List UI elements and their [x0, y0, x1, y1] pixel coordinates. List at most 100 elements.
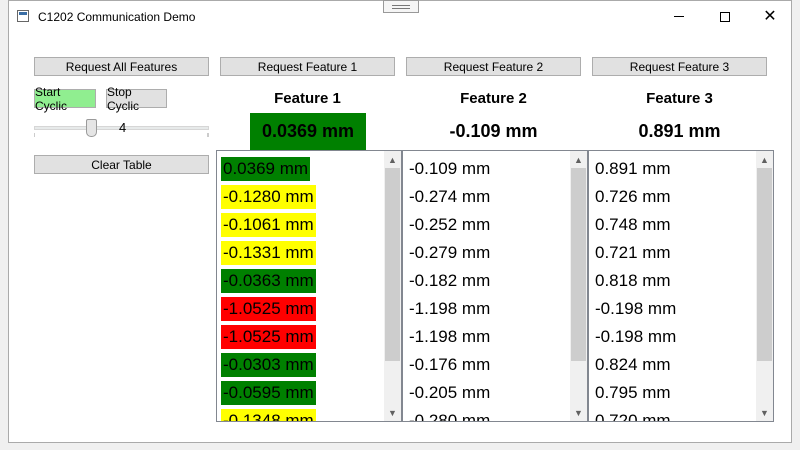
- reading-value: -0.252 mm: [409, 215, 491, 234]
- minimize-button[interactable]: [656, 1, 702, 32]
- stop-cyclic-button[interactable]: Stop Cyclic: [106, 85, 167, 113]
- list-item[interactable]: -0.109 mm: [407, 155, 492, 183]
- list-item[interactable]: -0.182 mm: [407, 267, 492, 295]
- list-item[interactable]: 0.0369 mm: [221, 155, 316, 183]
- reading-value: 0.720 mm: [595, 411, 671, 422]
- interval-slider-ticks: [34, 133, 209, 137]
- list-item[interactable]: -0.205 mm: [407, 379, 492, 407]
- request-feature-2-button[interactable]: Request Feature 2: [406, 57, 581, 76]
- scrollbar-thumb[interactable]: [385, 168, 400, 361]
- reading-value: 0.795 mm: [595, 383, 671, 402]
- feature-1-scrollbar[interactable]: ▲ ▼: [384, 151, 401, 421]
- feature-3-title: Feature 3: [646, 90, 713, 107]
- scroll-up-icon[interactable]: ▲: [760, 154, 769, 165]
- scroll-up-icon[interactable]: ▲: [574, 154, 583, 165]
- list-item[interactable]: -1.198 mm: [407, 295, 492, 323]
- scrollbar-thumb[interactable]: [571, 168, 586, 361]
- request-all-features-button[interactable]: Request All Features: [34, 57, 209, 76]
- list-item[interactable]: 0.795 mm: [593, 379, 678, 407]
- list-item[interactable]: -0.1331 mm: [221, 239, 316, 267]
- reading-value: -0.176 mm: [409, 355, 491, 374]
- list-item[interactable]: 0.720 mm: [593, 407, 678, 422]
- list-item[interactable]: 0.748 mm: [593, 211, 678, 239]
- feature-3-scrollbar[interactable]: ▲ ▼: [756, 151, 773, 421]
- minimize-icon: [674, 16, 684, 17]
- list-item[interactable]: -0.198 mm: [593, 295, 678, 323]
- feature-1-items: 0.0369 mm -0.1280 mm -0.1061 mm -0.1331 mm -…: [221, 155, 316, 421]
- list-item[interactable]: -0.0595 mm: [221, 379, 316, 407]
- list-item[interactable]: -0.252 mm: [407, 211, 492, 239]
- list-item[interactable]: 0.726 mm: [593, 183, 678, 211]
- reading-value: 0.818 mm: [595, 271, 671, 290]
- reading-value: -0.1331 mm: [221, 241, 316, 265]
- list-item[interactable]: -0.1280 mm: [221, 183, 316, 211]
- interval-slider-track[interactable]: [34, 126, 209, 130]
- list-item[interactable]: -0.1061 mm: [221, 211, 316, 239]
- reading-value: -0.182 mm: [409, 271, 491, 290]
- feature-1-title: Feature 1: [274, 90, 341, 107]
- list-item[interactable]: 0.891 mm: [593, 155, 678, 183]
- reading-value: -0.0595 mm: [221, 381, 316, 405]
- resize-grip-icon[interactable]: [383, 0, 419, 13]
- feature-3-items: 0.891 mm 0.726 mm 0.748 mm 0.721 mm 0.818 mm…: [593, 155, 678, 422]
- reading-value: -0.279 mm: [409, 243, 491, 262]
- reading-value: -0.0303 mm: [221, 353, 316, 377]
- scroll-up-icon[interactable]: ▲: [388, 154, 397, 165]
- reading-value: -0.1348 mm: [221, 409, 316, 421]
- reading-value: -0.280 mm: [409, 411, 491, 422]
- close-icon: ✕: [763, 7, 777, 25]
- list-item[interactable]: -1.0525 mm: [221, 295, 316, 323]
- list-item[interactable]: -1.198 mm: [407, 323, 492, 351]
- reading-value: -0.205 mm: [409, 383, 491, 402]
- request-feature-1-button[interactable]: Request Feature 1: [220, 57, 395, 76]
- feature-2-title: Feature 2: [460, 90, 527, 107]
- list-item[interactable]: -1.0525 mm: [221, 323, 316, 351]
- feature-2-current-value: -0.109 mm: [449, 121, 538, 141]
- list-item[interactable]: 0.824 mm: [593, 351, 678, 379]
- window-title: C1202 Communication Demo: [38, 10, 196, 24]
- reading-value: -0.274 mm: [409, 187, 491, 206]
- reading-value: -0.1061 mm: [221, 213, 316, 237]
- feature-2-readings-list[interactable]: -0.109 mm -0.274 mm -0.252 mm -0.279 mm -0.1…: [402, 150, 588, 422]
- close-button[interactable]: ✕: [747, 1, 793, 32]
- feature-1-readings-list[interactable]: 0.0369 mm -0.1280 mm -0.1061 mm -0.1331 mm -…: [216, 150, 402, 422]
- feature-3-current-value: 0.891 mm: [638, 121, 721, 141]
- list-item[interactable]: 0.818 mm: [593, 267, 678, 295]
- reading-value: -1.198 mm: [409, 299, 491, 318]
- clear-table-button[interactable]: Clear Table: [34, 155, 209, 174]
- list-item[interactable]: -0.280 mm: [407, 407, 492, 422]
- maximize-icon: [720, 11, 730, 22]
- maximize-button[interactable]: [702, 1, 748, 32]
- feature-2-items: -0.109 mm -0.274 mm -0.252 mm -0.279 mm -0.1…: [407, 155, 492, 422]
- interval-slider-value: 4: [119, 120, 127, 135]
- list-item[interactable]: 0.721 mm: [593, 239, 678, 267]
- scroll-down-icon[interactable]: ▼: [760, 407, 769, 418]
- list-item[interactable]: -0.279 mm: [407, 239, 492, 267]
- scroll-down-icon[interactable]: ▼: [388, 407, 397, 418]
- reading-value: -1.0525 mm: [221, 297, 316, 321]
- list-item[interactable]: -0.1348 mm: [221, 407, 316, 421]
- reading-value: -0.198 mm: [595, 299, 677, 318]
- scrollbar-thumb[interactable]: [757, 168, 772, 361]
- app-window: C1202 Communication Demo ✕ Request All F…: [8, 0, 792, 443]
- scroll-down-icon[interactable]: ▼: [574, 407, 583, 418]
- feature-3-readings-list[interactable]: 0.891 mm 0.726 mm 0.748 mm 0.721 mm 0.818 mm…: [588, 150, 774, 422]
- app-window-icon: [17, 10, 29, 22]
- reading-value: 0.824 mm: [595, 355, 671, 374]
- list-item[interactable]: -0.0363 mm: [221, 267, 316, 295]
- reading-value: -0.0363 mm: [221, 269, 316, 293]
- feature-2-scrollbar[interactable]: ▲ ▼: [570, 151, 587, 421]
- list-item[interactable]: -0.0303 mm: [221, 351, 316, 379]
- reading-value: 0.721 mm: [595, 243, 671, 262]
- reading-value: -0.109 mm: [409, 159, 491, 178]
- feature-1-current-value: 0.0369 mm: [250, 113, 366, 150]
- reading-value: 0.0369 mm: [221, 157, 311, 181]
- request-feature-3-button[interactable]: Request Feature 3: [592, 57, 767, 76]
- list-item[interactable]: -0.176 mm: [407, 351, 492, 379]
- list-item[interactable]: -0.274 mm: [407, 183, 492, 211]
- reading-value: -1.0525 mm: [221, 325, 316, 349]
- interval-slider-thumb[interactable]: [86, 119, 97, 137]
- start-cyclic-button[interactable]: Start Cyclic: [34, 85, 96, 113]
- list-item[interactable]: -0.198 mm: [593, 323, 678, 351]
- reading-value: 0.748 mm: [595, 215, 671, 234]
